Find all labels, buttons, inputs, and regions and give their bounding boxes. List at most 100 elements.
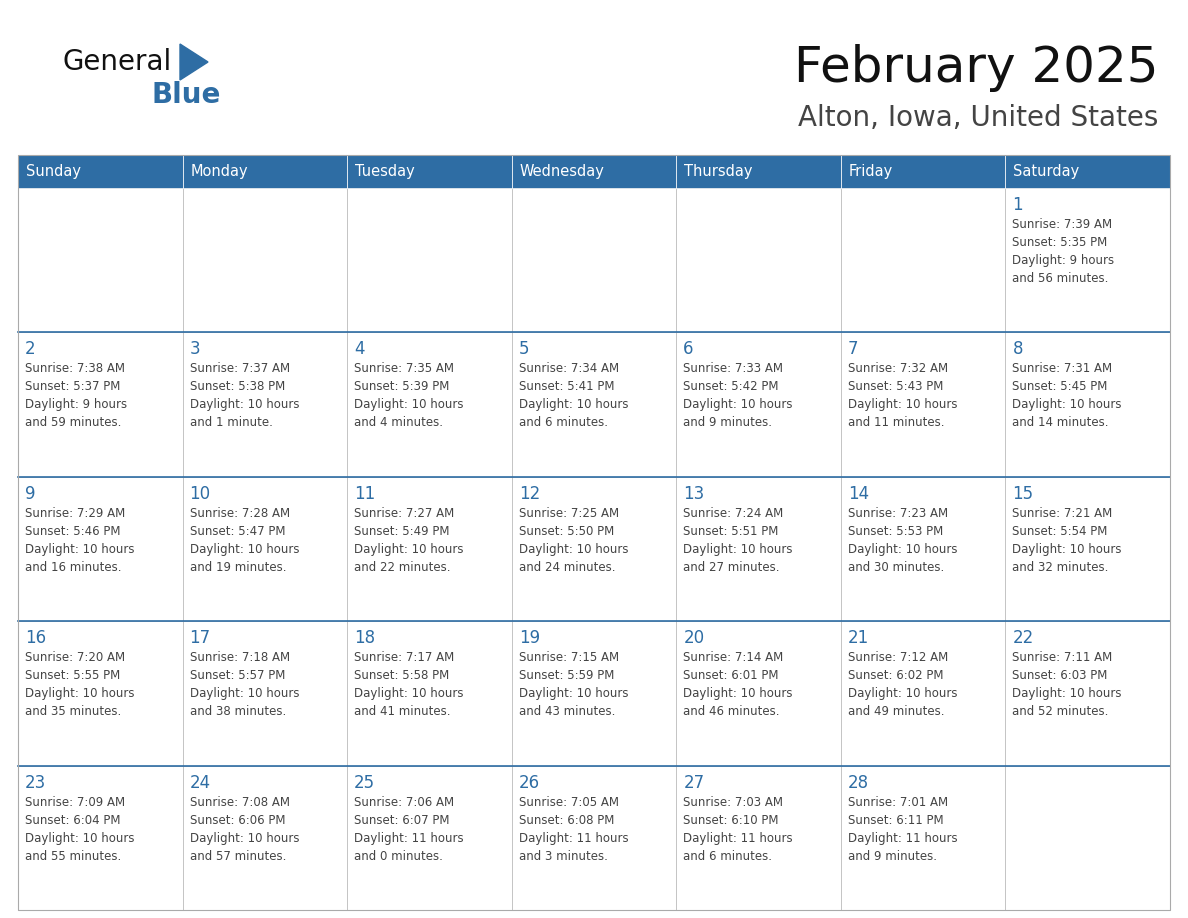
Text: Sunset: 6:04 PM: Sunset: 6:04 PM <box>25 813 120 826</box>
Bar <box>676 621 841 766</box>
Text: and 6 minutes.: and 6 minutes. <box>519 417 608 430</box>
Text: Sunset: 5:58 PM: Sunset: 5:58 PM <box>354 669 449 682</box>
Text: and 11 minutes.: and 11 minutes. <box>848 417 944 430</box>
Bar <box>841 155 1005 188</box>
Text: 18: 18 <box>354 629 375 647</box>
Text: Sunrise: 7:21 AM: Sunrise: 7:21 AM <box>1012 507 1113 520</box>
Bar <box>841 188 1005 332</box>
Text: and 52 minutes.: and 52 minutes. <box>1012 705 1108 718</box>
Text: and 59 minutes.: and 59 minutes. <box>25 417 121 430</box>
Text: 23: 23 <box>25 774 46 791</box>
Text: Daylight: 10 hours: Daylight: 10 hours <box>25 688 134 700</box>
Text: Daylight: 11 hours: Daylight: 11 hours <box>519 832 628 845</box>
Text: 13: 13 <box>683 485 704 503</box>
Text: Daylight: 10 hours: Daylight: 10 hours <box>848 688 958 700</box>
Text: and 56 minutes.: and 56 minutes. <box>1012 272 1108 285</box>
Text: 27: 27 <box>683 774 704 791</box>
Bar <box>841 332 1005 476</box>
Text: Sunset: 5:37 PM: Sunset: 5:37 PM <box>25 380 120 394</box>
Text: 25: 25 <box>354 774 375 791</box>
Text: February 2025: February 2025 <box>794 44 1158 92</box>
Text: and 9 minutes.: and 9 minutes. <box>683 417 772 430</box>
Text: Sunrise: 7:32 AM: Sunrise: 7:32 AM <box>848 363 948 375</box>
Text: Thursday: Thursday <box>684 164 753 179</box>
Text: Sunset: 6:03 PM: Sunset: 6:03 PM <box>1012 669 1107 682</box>
Text: Sunrise: 7:12 AM: Sunrise: 7:12 AM <box>848 651 948 665</box>
Text: Sunset: 5:54 PM: Sunset: 5:54 PM <box>1012 525 1107 538</box>
Text: Sunset: 5:41 PM: Sunset: 5:41 PM <box>519 380 614 394</box>
Text: and 19 minutes.: and 19 minutes. <box>190 561 286 574</box>
Text: Sunset: 5:43 PM: Sunset: 5:43 PM <box>848 380 943 394</box>
Text: 7: 7 <box>848 341 859 358</box>
Text: and 22 minutes.: and 22 minutes. <box>354 561 450 574</box>
Text: 6: 6 <box>683 341 694 358</box>
Text: Wednesday: Wednesday <box>519 164 605 179</box>
Text: Sunrise: 7:35 AM: Sunrise: 7:35 AM <box>354 363 454 375</box>
Text: 17: 17 <box>190 629 210 647</box>
Text: Sunset: 5:55 PM: Sunset: 5:55 PM <box>25 669 120 682</box>
Text: and 1 minute.: and 1 minute. <box>190 417 272 430</box>
Text: Sunrise: 7:34 AM: Sunrise: 7:34 AM <box>519 363 619 375</box>
Text: and 30 minutes.: and 30 minutes. <box>848 561 944 574</box>
Text: 26: 26 <box>519 774 539 791</box>
Bar <box>18 155 1170 910</box>
Text: Daylight: 10 hours: Daylight: 10 hours <box>683 688 792 700</box>
Text: Sunset: 6:01 PM: Sunset: 6:01 PM <box>683 669 779 682</box>
Text: Sunset: 5:45 PM: Sunset: 5:45 PM <box>1012 380 1107 394</box>
Text: Sunrise: 7:38 AM: Sunrise: 7:38 AM <box>25 363 125 375</box>
Text: Sunrise: 7:37 AM: Sunrise: 7:37 AM <box>190 363 290 375</box>
Text: and 4 minutes.: and 4 minutes. <box>354 417 443 430</box>
Text: Daylight: 10 hours: Daylight: 10 hours <box>683 398 792 411</box>
Text: Sunrise: 7:29 AM: Sunrise: 7:29 AM <box>25 507 125 520</box>
Text: and 49 minutes.: and 49 minutes. <box>848 705 944 718</box>
Text: 11: 11 <box>354 485 375 503</box>
Text: 20: 20 <box>683 629 704 647</box>
Text: Daylight: 10 hours: Daylight: 10 hours <box>354 543 463 555</box>
Bar <box>183 476 347 621</box>
Text: 19: 19 <box>519 629 539 647</box>
Text: Saturday: Saturday <box>1013 164 1080 179</box>
Text: Daylight: 10 hours: Daylight: 10 hours <box>190 543 299 555</box>
Text: and 41 minutes.: and 41 minutes. <box>354 705 450 718</box>
Text: and 43 minutes.: and 43 minutes. <box>519 705 615 718</box>
Text: Sunrise: 7:28 AM: Sunrise: 7:28 AM <box>190 507 290 520</box>
Bar <box>841 766 1005 910</box>
Text: Daylight: 10 hours: Daylight: 10 hours <box>519 688 628 700</box>
Bar <box>183 155 347 188</box>
Text: Sunrise: 7:09 AM: Sunrise: 7:09 AM <box>25 796 125 809</box>
Text: Sunset: 6:08 PM: Sunset: 6:08 PM <box>519 813 614 826</box>
Text: and 55 minutes.: and 55 minutes. <box>25 849 121 863</box>
Text: and 46 minutes.: and 46 minutes. <box>683 705 779 718</box>
Text: Daylight: 10 hours: Daylight: 10 hours <box>683 543 792 555</box>
Text: Daylight: 9 hours: Daylight: 9 hours <box>1012 254 1114 267</box>
Text: and 16 minutes.: and 16 minutes. <box>25 561 121 574</box>
Text: Daylight: 10 hours: Daylight: 10 hours <box>190 688 299 700</box>
Text: 22: 22 <box>1012 629 1034 647</box>
Text: and 32 minutes.: and 32 minutes. <box>1012 561 1108 574</box>
Bar <box>512 476 676 621</box>
Text: 3: 3 <box>190 341 201 358</box>
Text: Daylight: 10 hours: Daylight: 10 hours <box>1012 688 1121 700</box>
Text: Sunset: 6:02 PM: Sunset: 6:02 PM <box>848 669 943 682</box>
Text: 2: 2 <box>25 341 36 358</box>
Text: 5: 5 <box>519 341 529 358</box>
Text: Daylight: 10 hours: Daylight: 10 hours <box>25 543 134 555</box>
Text: Daylight: 10 hours: Daylight: 10 hours <box>519 398 628 411</box>
Text: Tuesday: Tuesday <box>355 164 415 179</box>
Text: Daylight: 10 hours: Daylight: 10 hours <box>25 832 134 845</box>
Bar <box>1005 621 1170 766</box>
Text: 12: 12 <box>519 485 541 503</box>
Text: Daylight: 10 hours: Daylight: 10 hours <box>519 543 628 555</box>
Bar <box>183 332 347 476</box>
Text: Friday: Friday <box>849 164 893 179</box>
Bar <box>1005 332 1170 476</box>
Text: 14: 14 <box>848 485 868 503</box>
Text: Monday: Monday <box>190 164 248 179</box>
Text: Sunset: 5:47 PM: Sunset: 5:47 PM <box>190 525 285 538</box>
Bar <box>347 188 512 332</box>
Text: Daylight: 11 hours: Daylight: 11 hours <box>848 832 958 845</box>
Text: and 6 minutes.: and 6 minutes. <box>683 849 772 863</box>
Bar <box>512 332 676 476</box>
Text: Sunrise: 7:25 AM: Sunrise: 7:25 AM <box>519 507 619 520</box>
Text: 9: 9 <box>25 485 36 503</box>
